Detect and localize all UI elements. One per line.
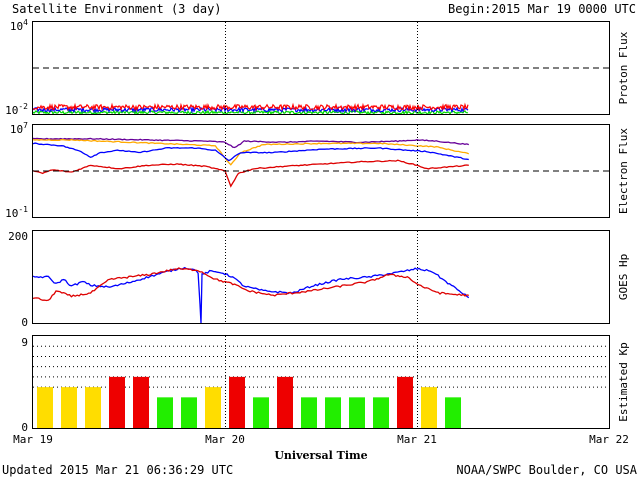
kp-bar [85, 387, 101, 428]
goes-hp-frame [32, 230, 610, 324]
updated-timestamp: Updated 2015 Mar 21 06:36:29 UTC [2, 463, 233, 477]
proton-flux-panel: 104 10-2 Proton Flux [5, 18, 630, 117]
electron-flux-series-line-0 [32, 137, 470, 149]
estimated-kp-ylabel: Estimated Kp [617, 342, 630, 421]
kp-ytick-bottom: 0 [21, 421, 28, 434]
begin-value: 2015 Mar 19 0000 UTC [492, 2, 637, 16]
xtick-mar19: Mar 19 [13, 433, 53, 446]
proton-flux-series [32, 102, 469, 116]
goes-hp-panel: 200 0 GOES Hp [8, 230, 630, 329]
kp-bar [37, 387, 53, 428]
proton-flux-ylabel: Proton Flux [617, 31, 630, 104]
kp-bar [397, 376, 413, 428]
proton-flux-frame [32, 21, 610, 115]
kp-bar [421, 387, 437, 428]
kp-bar [157, 397, 173, 428]
begin-label: Begin: [448, 2, 491, 16]
kp-bar [301, 397, 317, 428]
kp-bar [445, 397, 461, 428]
xaxis-title: Universal Time [274, 449, 367, 462]
kp-bar [373, 397, 389, 428]
electron-flux-series-line-1 [32, 138, 470, 166]
kp-bar [277, 376, 293, 428]
proton-flux-ytick-bottom: 10-2 [5, 102, 28, 117]
goes-hp-series-line-0 [32, 266, 470, 324]
xtick-mar21: Mar 21 [397, 433, 437, 446]
goes-hp-ytick-top: 200 [8, 230, 28, 243]
kp-bar [133, 376, 149, 428]
kp-bar [253, 397, 269, 428]
proton-flux-series-line-2 [32, 102, 469, 112]
electron-flux-ylabel: Electron Flux [617, 128, 630, 214]
electron-flux-ytick-top: 107 [10, 121, 28, 136]
electron-flux-frame [32, 124, 610, 218]
xtick-mar20: Mar 20 [205, 433, 245, 446]
kp-bar [181, 397, 197, 428]
electron-flux-series-line-3 [32, 159, 469, 188]
proton-flux-series-line-0 [32, 109, 469, 116]
estimated-kp-frame [32, 335, 610, 429]
goes-hp-series-line-1 [32, 267, 469, 302]
figure-title: Satellite Environment (3 day) [12, 2, 222, 16]
estimated-kp-panel: 9 0 Estimated Kp [21, 335, 630, 434]
kp-bar [61, 387, 77, 428]
kp-bar [205, 387, 221, 428]
kp-bar [229, 376, 245, 428]
kp-bar [109, 376, 125, 428]
day-dividers [225, 22, 418, 428]
electron-flux-series-line-2 [32, 142, 469, 162]
goes-hp-ylabel: GOES Hp [617, 254, 630, 300]
electron-flux-panel: 107 10-1 Electron Flux [5, 121, 630, 220]
kp-bar [349, 397, 365, 428]
kp-bar [325, 397, 341, 428]
electron-flux-series [32, 137, 470, 188]
goes-hp-ytick-bottom: 0 [21, 316, 28, 329]
xtick-mar22: Mar 22 [589, 433, 629, 446]
kp-ytick-top: 9 [21, 336, 28, 349]
kp-bars [37, 376, 461, 428]
goes-hp-series [32, 266, 470, 324]
proton-flux-ytick-top: 104 [10, 18, 28, 33]
kp-gridlines [33, 345, 609, 388]
electron-flux-ytick-bottom: 10-1 [5, 205, 28, 220]
credit-text: NOAA/SWPC Boulder, CO USA [456, 463, 637, 477]
